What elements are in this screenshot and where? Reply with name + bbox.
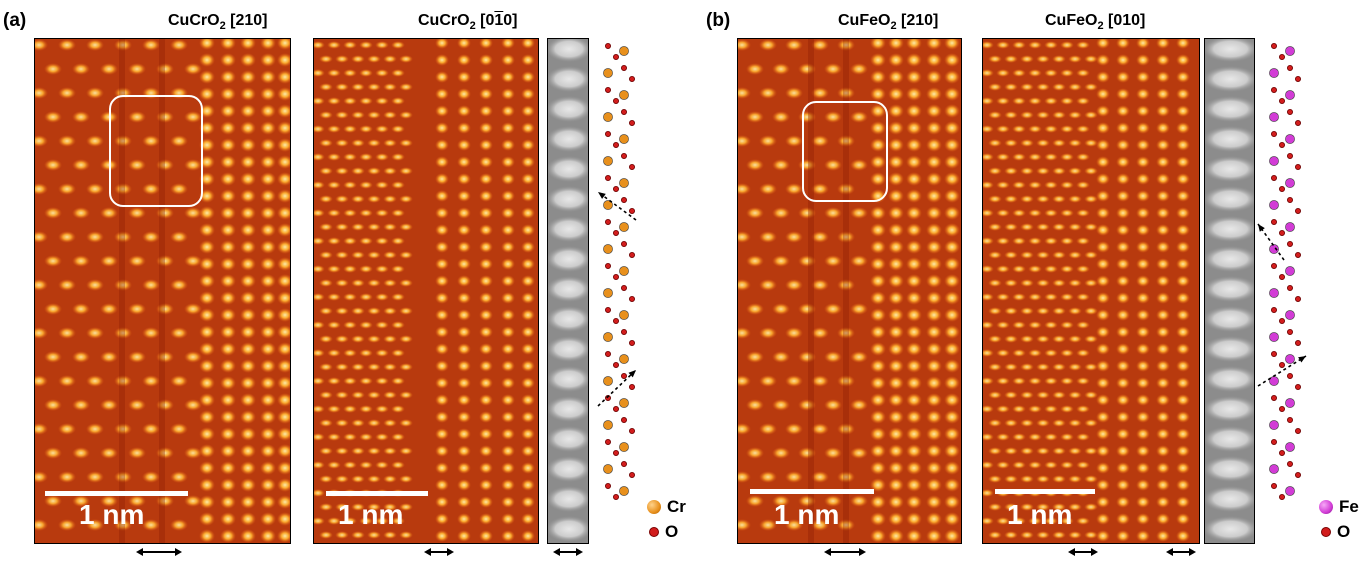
- panel-a-haadf-strip: [547, 38, 589, 544]
- lattice-texture: [738, 39, 960, 543]
- panel-a-image2-subscript: 2: [469, 20, 476, 33]
- panel-a-legend-oxygen: O: [649, 522, 678, 542]
- panel-b-scalebar-2-label: 1 nm: [1007, 499, 1073, 530]
- panel-b-stem-image-010: 1 nm: [982, 38, 1200, 544]
- iron-atom-icon: [1319, 500, 1333, 514]
- panel-a-stem-image-210: 1 nm: [34, 38, 291, 544]
- panel-b-image1-direction: [210]: [901, 12, 939, 29]
- double-arrow-icon: [553, 548, 583, 556]
- double-arrow-icon: [424, 548, 454, 556]
- panel-a-legend-metal: Cr: [647, 497, 686, 517]
- panel-b-image2-subscript: 2: [1097, 20, 1104, 33]
- panel-b-atomic-model: [1257, 43, 1307, 500]
- panel-b-image1-subscript: 2: [890, 20, 897, 33]
- panel-a-roi-box: [109, 95, 203, 207]
- panel-b-roi-box: [802, 101, 888, 202]
- oxygen-atom-icon: [1321, 527, 1331, 537]
- panel-a-image2-title: CuCrO2 [010]: [418, 12, 518, 32]
- panel-b-stem-image-210: 1 nm: [737, 38, 962, 544]
- oxygen-atom-icon: [649, 527, 659, 537]
- panel-a-scalebar-1: [45, 491, 188, 496]
- panel-a-scalebar-2: [326, 491, 428, 496]
- double-arrow-icon: [136, 548, 182, 556]
- panel-a-stem-image-010: 1 nm: [313, 38, 539, 544]
- lattice-texture: [983, 39, 1190, 542]
- legend-o-label: O: [1337, 522, 1351, 541]
- panel-b-image1-title: CuFeO2 [210]: [838, 12, 938, 32]
- panel-a-image2-direction: [010]: [480, 12, 518, 29]
- panel-b-legend-oxygen: O: [1321, 522, 1350, 542]
- panel-a-atomic-model: [597, 43, 637, 500]
- chromium-atom-icon: [647, 500, 661, 514]
- panel-b-image1-formula: CuFeO: [838, 12, 891, 29]
- panel-a-image1-title: CuCrO2 [210]: [168, 12, 268, 32]
- lattice-texture: [314, 39, 535, 542]
- legend-o-label: O: [665, 522, 679, 541]
- double-arrow-icon: [1166, 548, 1196, 556]
- legend-fe-label: Fe: [1339, 497, 1359, 516]
- panel-a-image1-subscript: 2: [219, 20, 226, 33]
- panel-a-scalebar-2-label: 1 nm: [338, 499, 404, 530]
- panel-a-image2-formula: CuCrO: [418, 12, 470, 29]
- panel-b-scalebar-2: [995, 489, 1095, 494]
- panel-a-scalebar-1-label: 1 nm: [79, 499, 145, 530]
- panel-b-legend-metal: Fe: [1319, 497, 1359, 517]
- panel-b-image2-title: CuFeO2 [010]: [1045, 12, 1145, 32]
- double-arrow-icon: [824, 548, 866, 556]
- double-arrow-icon: [1068, 548, 1098, 556]
- panel-a-label: (a): [3, 10, 27, 31]
- legend-cr-label: Cr: [667, 497, 686, 516]
- panel-b-scalebar-1-label: 1 nm: [774, 499, 840, 530]
- panel-b-label: (b): [706, 10, 731, 31]
- panel-b-image2-formula: CuFeO: [1045, 12, 1098, 29]
- panel-a-image1-direction: [210]: [230, 12, 268, 29]
- lattice-texture: [35, 39, 290, 543]
- panel-b-haadf-strip: [1204, 38, 1255, 544]
- panel-b-scalebar-1: [750, 489, 874, 494]
- panel-a-image1-formula: CuCrO: [168, 12, 220, 29]
- panel-b-image2-direction: [010]: [1108, 12, 1146, 29]
